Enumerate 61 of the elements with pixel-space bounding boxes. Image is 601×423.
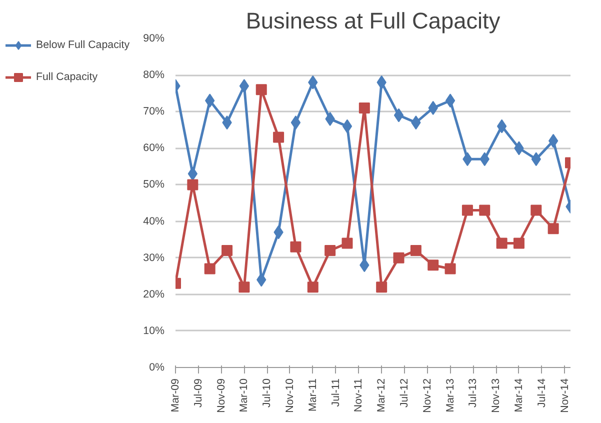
point <box>187 179 198 190</box>
point <box>548 223 559 234</box>
x-tick-label: Jul-10 <box>261 378 274 408</box>
chart-title: Business at Full Capacity <box>246 8 501 34</box>
point <box>188 166 198 181</box>
point <box>462 204 473 216</box>
point <box>358 102 370 114</box>
x-tick-label: Mar-10 <box>238 378 250 412</box>
x-tick-label: Mar-13 <box>444 378 456 412</box>
point <box>256 84 267 96</box>
point <box>324 245 336 256</box>
x-tick-label: Mar-14 <box>512 378 525 412</box>
x-tick-label: Nov-12 <box>421 378 434 413</box>
point <box>530 204 542 216</box>
point <box>376 282 388 293</box>
x-tick-label: Jul-14 <box>536 378 548 408</box>
point <box>204 263 216 274</box>
x-tick-label: Mar-11 <box>306 378 319 412</box>
y-tick-label: 30% <box>143 252 166 264</box>
y-tick-label: 50% <box>143 178 166 191</box>
point <box>342 238 353 249</box>
y-tick-label: 20% <box>143 288 166 300</box>
x-tick-label: Jul-09 <box>192 378 204 408</box>
point <box>496 238 508 249</box>
legend-label: Below Full Capacity <box>36 39 130 51</box>
x-tick-label: Nov-11 <box>352 378 365 412</box>
x-tick-label: Jul-13 <box>467 378 480 408</box>
y-tick-label: 80% <box>143 69 166 82</box>
point <box>290 241 302 252</box>
x-tick-label: Nov-14 <box>558 378 571 413</box>
point <box>445 94 456 108</box>
x-tick-label: Mar-09 <box>170 378 182 412</box>
y-tick-label: 40% <box>143 215 166 228</box>
point <box>239 79 250 94</box>
point <box>444 263 456 274</box>
point <box>428 260 439 271</box>
y-tick-label: 70% <box>143 106 166 118</box>
point <box>513 238 524 249</box>
point <box>307 282 318 293</box>
point <box>410 245 422 256</box>
y-tick-label: 10% <box>143 324 166 337</box>
x-tick-label: Jul-11 <box>330 378 342 407</box>
x-tick-label: Jul-12 <box>398 378 410 408</box>
point <box>290 116 301 130</box>
point <box>496 119 507 134</box>
x-tick-label: Nov-09 <box>215 378 228 413</box>
point <box>342 119 352 134</box>
point <box>394 108 404 122</box>
point <box>238 282 250 293</box>
point <box>479 204 490 216</box>
y-tick-label: 0% <box>149 362 166 374</box>
x-tick-label: Nov-10 <box>284 378 296 413</box>
point <box>548 134 558 148</box>
x-tick-label: Nov-13 <box>490 378 502 413</box>
y-tick-label: 60% <box>143 142 166 154</box>
x-tick-label: Mar-12 <box>376 378 388 412</box>
point <box>393 252 404 264</box>
legend-label: Full Capacity <box>36 71 98 83</box>
point <box>273 132 284 143</box>
y-tick-label: 90% <box>143 32 166 44</box>
point <box>222 245 233 256</box>
